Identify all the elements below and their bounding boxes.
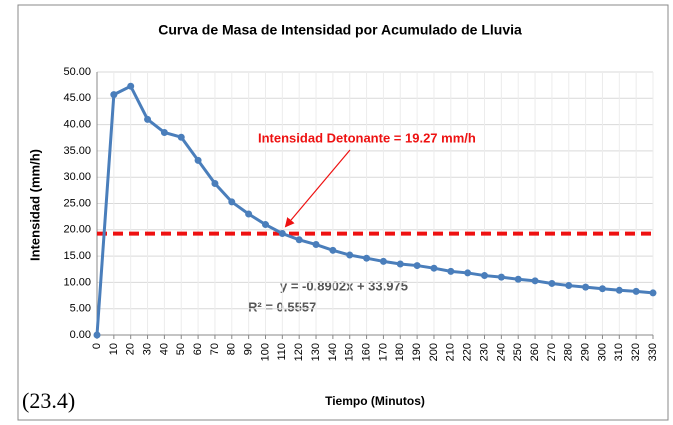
x-tick-label: 130: [310, 343, 322, 361]
data-point: [194, 156, 202, 164]
data-point: [615, 286, 623, 294]
data-line: [95, 84, 654, 336]
x-tick-label: 40: [158, 343, 170, 355]
data-point: [93, 331, 101, 339]
data-point: [144, 115, 152, 123]
x-tick-label: 70: [209, 343, 221, 355]
data-point: [497, 273, 505, 281]
x-tick-label: 190: [411, 343, 423, 361]
chart-title: Curva de Masa de Intensidad por Acumulad…: [158, 22, 522, 38]
y-tick-label: 0.00: [70, 329, 91, 341]
x-tick-label: 170: [377, 343, 389, 361]
x-tick-label: 280: [563, 343, 575, 361]
x-tick-label: 0: [91, 343, 103, 349]
y-tick-label: 25.00: [63, 197, 91, 209]
y-tick-label: 50.00: [63, 66, 91, 78]
chart-border: [17, 4, 669, 421]
x-tick-label: 10: [108, 343, 120, 355]
data-point: [278, 229, 286, 237]
x-tick-label: 260: [529, 343, 541, 361]
x-tick-label: 250: [512, 343, 524, 361]
figure-label: (23.4): [22, 388, 75, 413]
x-tick-label: 80: [226, 343, 238, 355]
x-tick-label: 60: [192, 343, 204, 355]
annotation-arrow: [284, 149, 351, 228]
data-point: [110, 91, 118, 99]
data-point: [582, 283, 590, 291]
data-point: [211, 180, 219, 188]
y-tick-label: 15.00: [63, 250, 91, 262]
y-tick-label: 35.00: [63, 145, 91, 157]
data-point: [261, 221, 269, 229]
data-point: [245, 210, 253, 218]
x-tick-label: 110: [276, 343, 288, 361]
y-tick-label: 20.00: [63, 224, 91, 236]
x-tick-label: 200: [428, 343, 440, 361]
data-point: [363, 254, 371, 262]
data-point: [598, 285, 606, 293]
y-tick-label: 40.00: [63, 119, 91, 131]
data-point: [413, 262, 421, 270]
x-tick-label: 100: [259, 343, 271, 361]
data-point: [228, 198, 236, 206]
data-point: [295, 236, 303, 244]
data-point: [177, 133, 185, 141]
y-tick-label: 10.00: [63, 276, 91, 288]
x-tick-label: 120: [293, 343, 305, 361]
data-point: [329, 246, 337, 254]
x-tick-label: 230: [478, 343, 490, 361]
y-tick-label: 5.00: [70, 303, 91, 315]
x-tick-label: 160: [360, 343, 372, 361]
x-tick-label: 310: [613, 343, 625, 361]
x-tick-label: 30: [141, 343, 153, 355]
data-point: [548, 279, 556, 287]
data-point: [649, 289, 657, 297]
x-tick-label: 330: [647, 343, 659, 361]
y-axis-label: Intensidad (mm/h): [27, 149, 42, 261]
x-tick-label: 270: [546, 343, 558, 361]
x-tick-label: 290: [580, 343, 592, 361]
reference-label: Intensidad Detonante = 19.27 mm/h: [258, 130, 476, 145]
x-tick-label: 90: [243, 343, 255, 355]
x-tick-label: 150: [344, 343, 356, 361]
data-point: [396, 260, 404, 268]
data-point: [346, 251, 354, 259]
x-tick-label: 220: [462, 343, 474, 361]
x-tick-label: 50: [175, 343, 187, 355]
data-point: [312, 241, 320, 249]
data-point: [447, 267, 455, 275]
data-point: [632, 287, 640, 295]
data-point: [127, 82, 135, 90]
data-point: [430, 264, 438, 272]
x-tick-label: 240: [495, 343, 507, 361]
x-tick-label: 320: [630, 343, 642, 361]
x-tick-label: 20: [125, 343, 137, 355]
data-point: [464, 269, 472, 277]
x-tick-label: 180: [394, 343, 406, 361]
data-point: [379, 257, 387, 265]
x-tick-label: 210: [445, 343, 457, 361]
x-axis-label: Tiempo (Minutos): [325, 394, 425, 408]
data-point: [531, 277, 539, 285]
data-point: [514, 275, 522, 283]
x-tick-label: 300: [596, 343, 608, 361]
x-tick-label: 140: [327, 343, 339, 361]
y-tick-label: 45.00: [63, 92, 91, 104]
data-point: [565, 282, 573, 290]
data-point: [481, 272, 489, 280]
data-point: [160, 128, 168, 136]
y-tick-label: 30.00: [63, 171, 91, 183]
